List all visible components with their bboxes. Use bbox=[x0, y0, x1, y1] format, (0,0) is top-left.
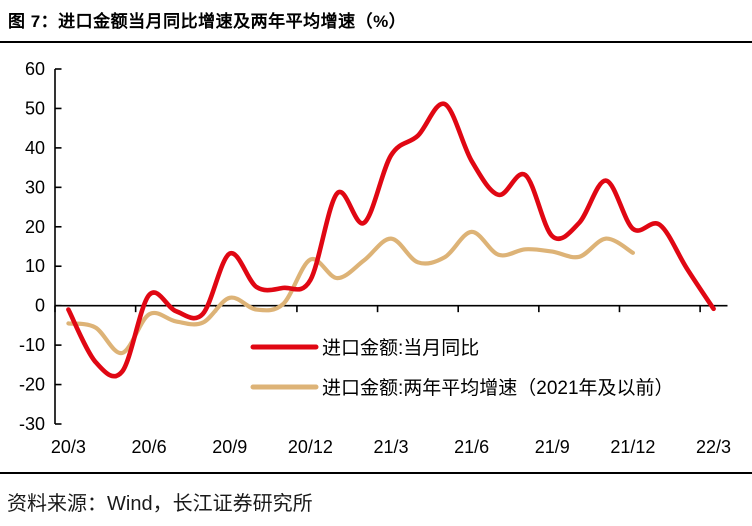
x-tick-label: 21/3 bbox=[373, 437, 408, 457]
title-divider bbox=[0, 41, 752, 43]
figure-title: 图 7：进口金额当月同比增速及两年平均增速（%） bbox=[8, 12, 407, 31]
source-note: 资料来源：Wind，长江证券研究所 bbox=[7, 493, 313, 515]
y-tick-label: 30 bbox=[25, 177, 45, 197]
y-tick-label: 40 bbox=[25, 138, 45, 158]
legend-label-0: 进口金额:当月同比 bbox=[322, 337, 479, 359]
x-tick-label: 20/12 bbox=[288, 437, 333, 457]
legend-label-1: 进口金额:两年平均增速（2021年及以前） bbox=[322, 377, 674, 399]
y-tick-label: -20 bbox=[19, 375, 45, 395]
x-tick-label: 21/12 bbox=[610, 437, 655, 457]
y-tick-label: 20 bbox=[25, 217, 45, 237]
x-tick-label: 21/6 bbox=[454, 437, 489, 457]
x-tick-label: 22/3 bbox=[696, 437, 731, 457]
y-tick-label: -10 bbox=[19, 335, 45, 355]
x-tick-label: 20/9 bbox=[212, 437, 247, 457]
x-tick-label: 20/3 bbox=[51, 437, 86, 457]
y-tick-label: 0 bbox=[35, 296, 45, 316]
y-tick-label: 60 bbox=[25, 59, 45, 79]
y-tick-label: 50 bbox=[25, 98, 45, 118]
x-tick-label: 20/6 bbox=[132, 437, 167, 457]
series-line-0 bbox=[66, 101, 716, 379]
y-tick-label: -30 bbox=[19, 414, 45, 434]
series-line-1 bbox=[66, 229, 635, 356]
y-tick-label: 10 bbox=[25, 256, 45, 276]
x-tick-label: 21/9 bbox=[535, 437, 570, 457]
footer-divider bbox=[0, 472, 752, 474]
